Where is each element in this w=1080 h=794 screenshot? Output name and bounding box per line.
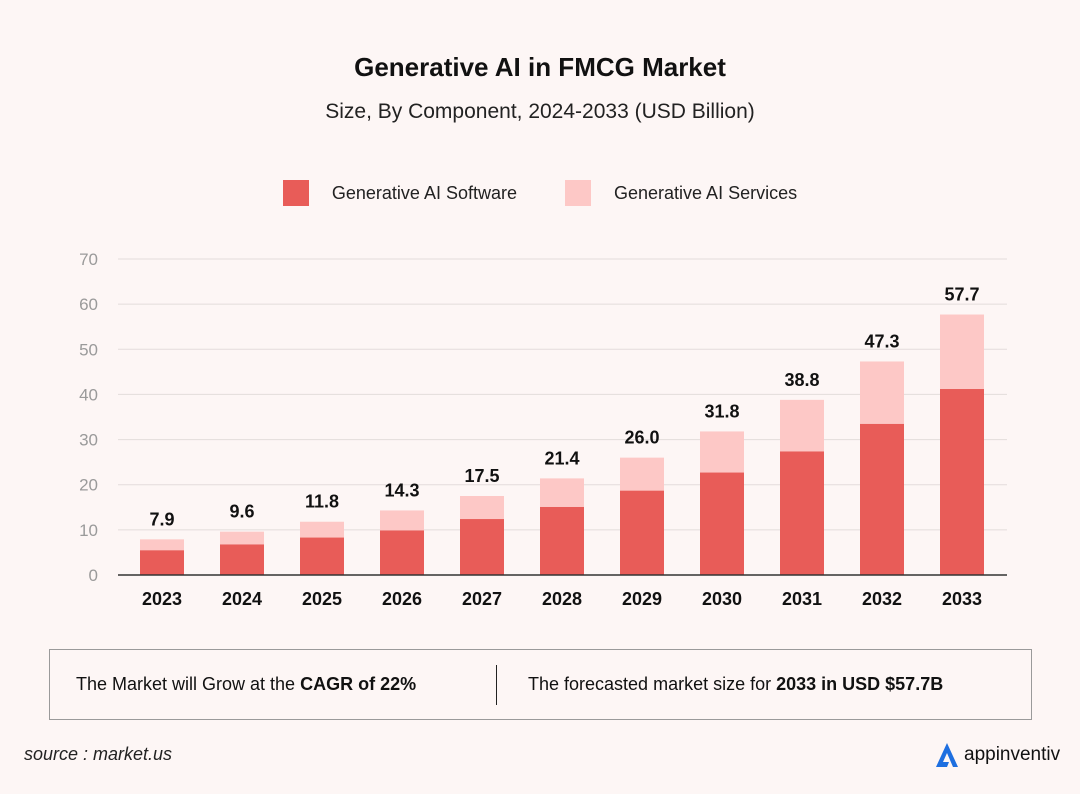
source-note: source : market.us xyxy=(24,744,173,764)
bars xyxy=(140,314,984,575)
forecast-text: The forecasted market size for xyxy=(528,674,777,694)
bar-software-2026 xyxy=(380,530,424,575)
y-axis-ticks: 0 10 20 30 40 50 60 70 xyxy=(79,250,98,585)
x-tick-label-2033: 2033 xyxy=(942,589,982,609)
brand-logo: appinventiv xyxy=(932,740,1060,770)
x-tick-label-2027: 2027 xyxy=(462,589,502,609)
total-label-2028: 21.4 xyxy=(544,448,579,468)
y-tick-label: 0 xyxy=(89,566,98,585)
total-label-2029: 26.0 xyxy=(624,428,659,448)
bar-software-2024 xyxy=(220,544,264,575)
bar-services-2029 xyxy=(620,457,664,491)
bar-services-2033 xyxy=(940,314,984,390)
legend-item-services: Generative AI Services xyxy=(565,180,797,206)
y-tick-label: 10 xyxy=(79,521,98,540)
y-tick-label: 60 xyxy=(79,295,98,314)
appinventiv-logo-icon xyxy=(936,743,958,767)
bar-software-2028 xyxy=(540,506,584,575)
bar-software-2023 xyxy=(140,550,184,575)
x-tick-label-2029: 2029 xyxy=(622,589,662,609)
y-tick-label: 30 xyxy=(79,431,98,450)
forecast-statement: The forecasted market size for 2033 in U… xyxy=(497,674,1031,695)
cagr-value: CAGR of 22% xyxy=(300,674,417,694)
cagr-text: The Market will Grow at the xyxy=(76,674,301,694)
cagr-statement: The Market will Grow at the CAGR of 22% xyxy=(50,674,496,695)
total-label-2031: 38.8 xyxy=(784,370,819,390)
summary-divider xyxy=(496,664,497,705)
x-tick-label-2026: 2026 xyxy=(382,589,422,609)
x-tick-label-2028: 2028 xyxy=(542,589,582,609)
total-label-2032: 47.3 xyxy=(864,331,899,351)
bar-software-2025 xyxy=(300,537,344,575)
total-label-2025: 11.8 xyxy=(305,492,339,512)
forecast-value: 2033 in USD $57.7B xyxy=(776,674,944,694)
x-axis-ticks: 2023 2024 2025 2026 2027 2028 2029 2030 2031 2032… xyxy=(142,589,982,609)
y-tick-label: 40 xyxy=(79,385,98,404)
bar-services-2023 xyxy=(140,539,184,551)
bar-software-2033 xyxy=(940,389,984,575)
total-label-2023: 7.9 xyxy=(149,509,174,529)
bar-services-2028 xyxy=(540,478,584,507)
bar-services-2026 xyxy=(380,510,424,531)
chart-subtitle: Size, By Component, 2024-2033 (USD Billi… xyxy=(325,100,755,123)
y-tick-label: 20 xyxy=(79,476,98,495)
legend-label-software: Generative AI Software xyxy=(331,182,517,203)
total-label-2030: 31.8 xyxy=(704,401,739,421)
bar-software-2027 xyxy=(460,519,504,575)
legend-label-services: Generative AI Services xyxy=(614,182,798,203)
x-tick-label-2024: 2024 xyxy=(222,589,262,609)
summary-box: The Market will Grow at the CAGR of 22% … xyxy=(49,649,1032,720)
legend-swatch-services xyxy=(565,180,591,206)
x-tick-label-2025: 2025 xyxy=(302,589,342,609)
x-tick-label-2023: 2023 xyxy=(142,589,182,609)
bar-services-2025 xyxy=(300,521,344,538)
x-tick-label-2031: 2031 xyxy=(782,589,822,609)
total-labels: 7.9 9.6 11.8 14.3 17.5 21.4 26.0 31.8 38.8 47.3 57… xyxy=(149,285,979,530)
bar-services-2027 xyxy=(460,496,504,520)
total-label-2027: 17.5 xyxy=(464,466,499,486)
bar-services-2024 xyxy=(220,531,264,545)
total-label-2024: 9.6 xyxy=(229,502,254,522)
bar-services-2032 xyxy=(860,361,904,424)
legend-item-software: Generative AI Software xyxy=(282,180,517,206)
bar-services-2031 xyxy=(780,399,824,452)
brand-name: appinventiv xyxy=(964,744,1061,765)
x-tick-label-2030: 2030 xyxy=(702,589,742,609)
y-tick-label: 50 xyxy=(79,340,98,359)
bar-software-2030 xyxy=(700,472,744,575)
chart-legend: Generative AI Software Generative AI Ser… xyxy=(0,180,1080,206)
bar-software-2031 xyxy=(780,451,824,575)
total-label-2026: 14.3 xyxy=(384,480,419,500)
x-tick-label-2032: 2032 xyxy=(862,589,902,609)
bar-services-2030 xyxy=(700,431,744,473)
total-label-2033: 57.7 xyxy=(944,285,979,305)
bar-software-2029 xyxy=(620,490,664,575)
legend-swatch-software xyxy=(282,180,309,206)
bar-software-2032 xyxy=(860,423,904,575)
y-tick-label: 70 xyxy=(79,250,98,269)
chart-title: Generative AI in FMCG Market xyxy=(354,52,726,82)
